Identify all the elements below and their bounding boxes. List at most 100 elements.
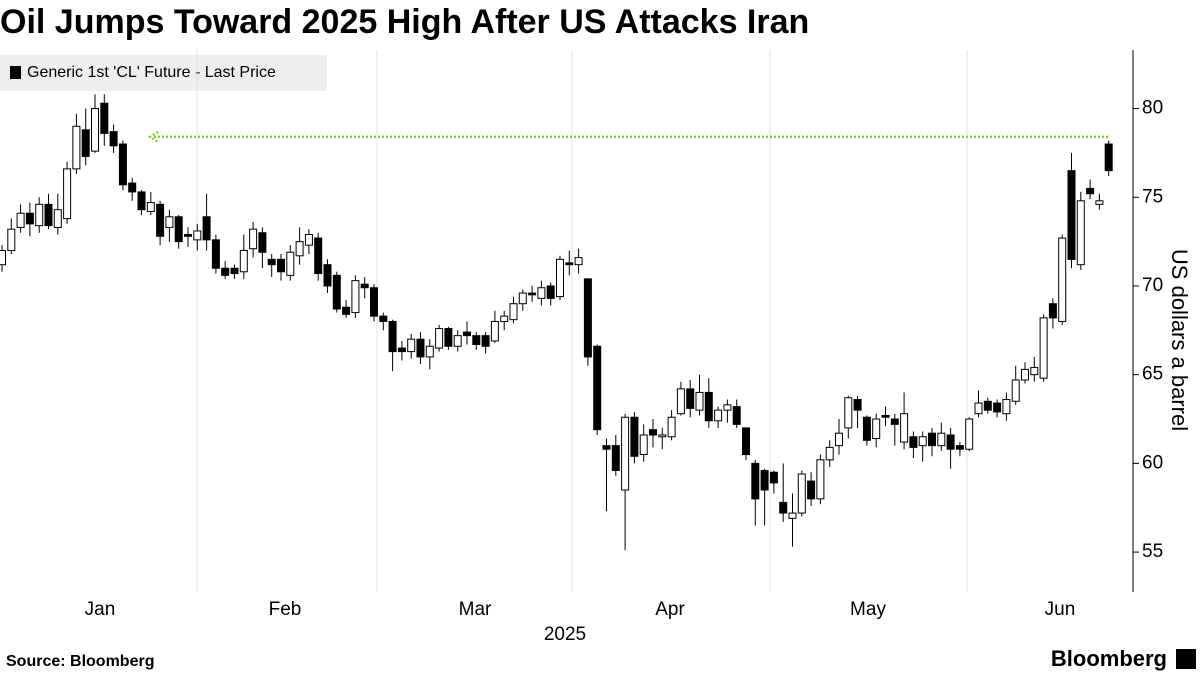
legend-label: Generic 1st 'CL' Future - Last Price: [27, 64, 276, 81]
candle-body: [249, 228, 258, 250]
candle-body: [53, 209, 62, 228]
candle-body: [630, 416, 639, 457]
candle-body: [928, 432, 936, 447]
candle-body: [583, 278, 592, 358]
candle-body: [611, 445, 620, 471]
candle-body: [323, 264, 332, 287]
candle-body: [314, 237, 323, 275]
brand-icon: [1176, 649, 1196, 669]
candle-body: [1002, 399, 1011, 415]
candle-body: [844, 397, 853, 429]
candle-body: [146, 202, 155, 212]
candle-body: [1067, 170, 1076, 260]
candle-body: [602, 445, 611, 450]
y-tick-label: 60: [1142, 452, 1163, 473]
candle-body: [528, 292, 537, 296]
candle-body: [546, 285, 555, 299]
candle-body: [425, 345, 434, 358]
candle-body: [472, 335, 481, 346]
candle-body: [379, 315, 388, 322]
brand: Bloomberg: [1051, 646, 1167, 671]
candle-body: [788, 512, 797, 519]
candle-body: [100, 102, 109, 134]
candle-body: [25, 212, 34, 225]
candle-body: [946, 434, 955, 450]
candle-body: [983, 400, 992, 411]
candle-body: [593, 345, 602, 431]
candle-body: [974, 402, 983, 415]
candle-body: [184, 234, 192, 237]
candle-body: [500, 315, 509, 322]
candle-body: [965, 418, 974, 450]
candle-body: [872, 418, 881, 440]
candle-body: [35, 203, 44, 227]
candle-body: [574, 257, 583, 266]
candle-body: [16, 212, 25, 228]
candle-body: [165, 216, 174, 228]
candle-body: [667, 416, 676, 438]
candle-body: [955, 445, 964, 450]
candle-body: [769, 471, 778, 484]
candle-body: [704, 391, 713, 422]
candle-body: [174, 216, 183, 243]
candle-body: [537, 287, 546, 299]
candle-body: [862, 416, 871, 441]
candle-body: [351, 280, 360, 314]
candle-body: [676, 388, 685, 415]
candle-body: [453, 335, 462, 347]
y-tick-label: 65: [1142, 364, 1163, 385]
candle-body: [239, 249, 248, 273]
candle-body: [463, 331, 471, 337]
candle-body: [202, 216, 211, 241]
candle-body: [0, 249, 6, 266]
candle-body: [397, 347, 406, 353]
y-tick-label: 80: [1142, 98, 1163, 119]
candle-body: [91, 108, 99, 152]
candle-body: [797, 473, 806, 514]
candle-body: [556, 258, 564, 298]
x-tick-label: Feb: [269, 599, 302, 620]
candle-body: [137, 191, 146, 211]
candle-body: [72, 125, 81, 170]
candle-body: [825, 446, 834, 461]
candle-body: [807, 480, 816, 500]
candle-body: [258, 232, 267, 253]
candle-body: [44, 203, 53, 227]
candle-body: [760, 469, 769, 491]
candle-body: [63, 168, 72, 220]
chart-title: Oil Jumps Toward 2025 High After US Atta…: [0, 3, 809, 41]
candle-body: [1030, 367, 1039, 376]
candle-body: [221, 267, 230, 276]
candle-body: [751, 462, 760, 500]
legend-box: [0, 55, 327, 91]
candle-body: [565, 262, 574, 266]
candle-body: [416, 338, 425, 358]
candle-body: [714, 409, 723, 422]
candle-body: [621, 416, 630, 491]
candle-body: [286, 251, 295, 276]
candle-body: [658, 434, 667, 438]
candle-body: [1086, 187, 1095, 195]
candle-body: [304, 234, 313, 246]
candle-body: [732, 406, 741, 425]
candle-body: [295, 241, 304, 257]
candle-body: [723, 404, 732, 411]
candle-body: [518, 292, 527, 305]
candle-body: [639, 434, 648, 456]
candle-body: [1095, 200, 1104, 205]
candle-body: [128, 182, 137, 193]
candle-body: [1039, 317, 1048, 379]
candle-body: [779, 501, 788, 514]
candle-body: [835, 432, 843, 447]
candle-body: [7, 228, 16, 251]
candle-body: [360, 283, 369, 289]
candle-body: [342, 306, 351, 315]
y-axis-title: US dollars a barrel: [1167, 249, 1192, 431]
candle-body: [118, 143, 127, 186]
candle-body: [1021, 368, 1029, 381]
highlight-arrow: [147, 130, 159, 143]
candle-body: [230, 267, 239, 275]
candle-body: [890, 418, 899, 425]
candle-body: [193, 230, 202, 241]
